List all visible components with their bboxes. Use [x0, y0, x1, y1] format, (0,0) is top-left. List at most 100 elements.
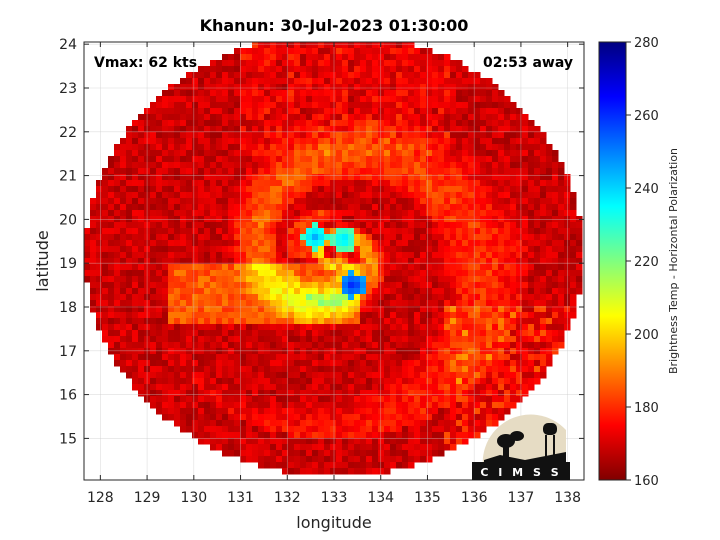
heatmap-cell — [258, 150, 265, 157]
heatmap-cell — [204, 438, 211, 445]
heatmap-cell — [552, 288, 559, 295]
heatmap-cell — [348, 192, 355, 199]
heatmap-cell — [414, 186, 421, 193]
heatmap-cell — [336, 234, 343, 241]
heatmap-cell — [420, 54, 427, 61]
heatmap-cell — [270, 150, 277, 157]
heatmap-cell — [498, 342, 505, 349]
heatmap-cell — [300, 96, 307, 103]
heatmap-cell — [354, 354, 361, 361]
heatmap-cell — [300, 42, 307, 49]
heatmap-cell — [336, 462, 343, 469]
heatmap-cell — [288, 102, 295, 109]
heatmap-cell — [486, 366, 493, 373]
heatmap-cell — [186, 384, 193, 391]
heatmap-cell — [558, 288, 565, 295]
heatmap-cell — [270, 120, 277, 127]
heatmap-cell — [444, 150, 451, 157]
heatmap-cell — [162, 162, 169, 169]
heatmap-cell — [522, 336, 529, 343]
heatmap-cell — [510, 186, 517, 193]
heatmap-cell — [354, 342, 361, 349]
x-tick-label: 138 — [554, 490, 581, 506]
heatmap-cell — [474, 408, 481, 415]
heatmap-cell — [282, 168, 289, 175]
heatmap-cell — [540, 168, 547, 175]
heatmap-cell — [390, 336, 397, 343]
heatmap-cell — [372, 306, 379, 313]
heatmap-cell — [414, 174, 421, 181]
heatmap-cell — [132, 138, 139, 145]
heatmap-cell — [162, 102, 169, 109]
heatmap-cell — [438, 276, 445, 283]
heatmap-cell — [480, 324, 487, 331]
heatmap-cell — [468, 282, 475, 289]
heatmap-cell — [354, 336, 361, 343]
heatmap-cell — [258, 354, 265, 361]
heatmap-cell — [522, 354, 529, 361]
heatmap-cell — [240, 444, 247, 451]
heatmap-cell — [264, 306, 271, 313]
heatmap-cell — [156, 114, 163, 121]
heatmap-cell — [150, 372, 157, 379]
heatmap-cell — [324, 138, 331, 145]
heatmap-cell — [396, 426, 403, 433]
heatmap-cell — [402, 192, 409, 199]
heatmap-cell — [414, 138, 421, 145]
heatmap-cell — [264, 384, 271, 391]
heatmap-cell — [168, 186, 175, 193]
heatmap-cell — [186, 312, 193, 319]
heatmap-cell — [216, 120, 223, 127]
y-tick-label: 21 — [59, 169, 77, 185]
heatmap-cell — [264, 204, 271, 211]
heatmap-cell — [132, 228, 139, 235]
heatmap-cell — [246, 204, 253, 211]
heatmap-cell — [498, 108, 505, 115]
heatmap-cell — [450, 60, 457, 67]
heatmap-cell — [168, 144, 175, 151]
heatmap-cell — [438, 204, 445, 211]
heatmap-cell — [324, 174, 331, 181]
heatmap-cell — [324, 270, 331, 277]
heatmap-cell — [222, 192, 229, 199]
heatmap-cell — [528, 228, 535, 235]
heatmap-cell — [312, 264, 319, 271]
heatmap-cell — [408, 408, 415, 415]
heatmap-cell — [258, 378, 265, 385]
heatmap-cell — [480, 156, 487, 163]
heatmap-cell — [348, 300, 355, 307]
heatmap-cell — [432, 444, 439, 451]
heatmap-cell — [390, 162, 397, 169]
heatmap-cell — [138, 264, 145, 271]
heatmap-cell — [180, 264, 187, 271]
heatmap-cell — [312, 318, 319, 325]
heatmap-cell — [402, 60, 409, 67]
heatmap-cell — [150, 150, 157, 157]
heatmap-cell — [378, 210, 385, 217]
heatmap-cell — [498, 276, 505, 283]
heatmap-cell — [522, 168, 529, 175]
heatmap-cell — [444, 222, 451, 229]
heatmap-cell — [510, 204, 517, 211]
heatmap-cell — [162, 330, 169, 337]
heatmap-cell — [114, 264, 121, 271]
heatmap-cell — [330, 444, 337, 451]
heatmap-cell — [240, 204, 247, 211]
heatmap-cell — [156, 192, 163, 199]
heatmap-cell — [432, 174, 439, 181]
heatmap-cell — [528, 300, 535, 307]
heatmap-cell — [90, 210, 97, 217]
heatmap-cell — [192, 330, 199, 337]
heatmap-cell — [270, 348, 277, 355]
heatmap-cell — [348, 90, 355, 97]
heatmap-cell — [96, 198, 103, 205]
heatmap-cell — [450, 432, 457, 439]
heatmap-cell — [282, 300, 289, 307]
heatmap-cell — [216, 336, 223, 343]
heatmap-cell — [378, 144, 385, 151]
heatmap-cell — [288, 84, 295, 91]
heatmap-cell — [252, 168, 259, 175]
heatmap-cell — [306, 438, 313, 445]
heatmap-cell — [306, 168, 313, 175]
heatmap-cell — [132, 342, 139, 349]
